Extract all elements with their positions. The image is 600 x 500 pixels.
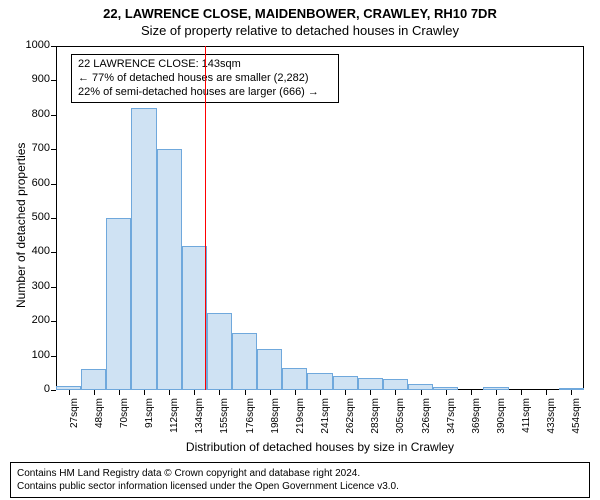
x-tick-mark bbox=[370, 390, 371, 395]
x-tick-label: 305sqm bbox=[395, 398, 406, 448]
y-tick-label: 400 bbox=[16, 245, 50, 257]
chart-subtitle: Size of property relative to detached ho… bbox=[0, 21, 600, 38]
x-tick-label: 176sqm bbox=[245, 398, 256, 448]
histogram-bar bbox=[182, 246, 207, 390]
x-tick-label: 48sqm bbox=[94, 398, 105, 448]
y-tick-mark bbox=[51, 115, 56, 116]
x-tick-mark bbox=[194, 390, 195, 395]
x-tick-mark bbox=[69, 390, 70, 395]
histogram-bar bbox=[307, 373, 332, 390]
x-tick-label: 347sqm bbox=[446, 398, 457, 448]
x-tick-mark bbox=[270, 390, 271, 395]
histogram-bar bbox=[333, 376, 358, 390]
x-tick-label: 283sqm bbox=[370, 398, 381, 448]
x-tick-mark bbox=[320, 390, 321, 395]
reference-line bbox=[205, 46, 206, 390]
y-tick-mark bbox=[51, 80, 56, 81]
x-tick-label: 369sqm bbox=[471, 398, 482, 448]
y-tick-label: 1000 bbox=[16, 39, 50, 51]
histogram-bar bbox=[383, 379, 408, 390]
x-tick-mark bbox=[169, 390, 170, 395]
footer-line-1: Contains HM Land Registry data © Crown c… bbox=[17, 467, 583, 480]
x-tick-label: 241sqm bbox=[320, 398, 331, 448]
x-tick-label: 112sqm bbox=[169, 398, 180, 448]
x-tick-label: 70sqm bbox=[119, 398, 130, 448]
y-tick-label: 900 bbox=[16, 73, 50, 85]
x-tick-label: 134sqm bbox=[194, 398, 205, 448]
histogram-bar bbox=[232, 333, 257, 390]
x-tick-label: 454sqm bbox=[571, 398, 582, 448]
x-tick-mark bbox=[119, 390, 120, 395]
x-tick-mark bbox=[496, 390, 497, 395]
y-tick-mark bbox=[51, 184, 56, 185]
y-tick-label: 800 bbox=[16, 108, 50, 120]
x-tick-mark bbox=[395, 390, 396, 395]
histogram-bar bbox=[81, 369, 106, 390]
histogram-bar bbox=[157, 149, 182, 390]
x-tick-label: 91sqm bbox=[144, 398, 155, 448]
x-tick-mark bbox=[446, 390, 447, 395]
x-tick-label: 411sqm bbox=[521, 398, 532, 448]
x-tick-label: 219sqm bbox=[295, 398, 306, 448]
x-tick-mark bbox=[245, 390, 246, 395]
x-tick-label: 262sqm bbox=[345, 398, 356, 448]
y-tick-mark bbox=[51, 321, 56, 322]
x-tick-mark bbox=[471, 390, 472, 395]
y-tick-mark bbox=[51, 252, 56, 253]
y-tick-label: 0 bbox=[16, 383, 50, 395]
histogram-bar bbox=[257, 349, 282, 390]
x-tick-mark bbox=[571, 390, 572, 395]
histogram-bar bbox=[358, 378, 383, 390]
x-tick-mark bbox=[144, 390, 145, 395]
footer-attribution: Contains HM Land Registry data © Crown c… bbox=[10, 462, 590, 498]
x-tick-mark bbox=[546, 390, 547, 395]
x-tick-label: 390sqm bbox=[496, 398, 507, 448]
x-tick-label: 27sqm bbox=[69, 398, 80, 448]
histogram-bar bbox=[106, 218, 131, 390]
y-tick-label: 100 bbox=[16, 349, 50, 361]
y-tick-mark bbox=[51, 356, 56, 357]
x-tick-mark bbox=[219, 390, 220, 395]
y-tick-label: 500 bbox=[16, 211, 50, 223]
histogram-bar bbox=[282, 368, 307, 390]
x-tick-label: 326sqm bbox=[421, 398, 432, 448]
y-tick-mark bbox=[51, 149, 56, 150]
chart-title-address: 22, LAWRENCE CLOSE, MAIDENBOWER, CRAWLEY… bbox=[0, 0, 600, 21]
x-tick-label: 433sqm bbox=[546, 398, 557, 448]
x-tick-mark bbox=[421, 390, 422, 395]
y-tick-label: 200 bbox=[16, 314, 50, 326]
y-tick-label: 700 bbox=[16, 142, 50, 154]
y-tick-label: 600 bbox=[16, 177, 50, 189]
y-tick-label: 300 bbox=[16, 280, 50, 292]
x-tick-mark bbox=[521, 390, 522, 395]
histogram-bar bbox=[131, 108, 156, 390]
y-tick-mark bbox=[51, 390, 56, 391]
x-tick-mark bbox=[295, 390, 296, 395]
chart-container: 22, LAWRENCE CLOSE, MAIDENBOWER, CRAWLEY… bbox=[0, 0, 600, 500]
x-tick-mark bbox=[94, 390, 95, 395]
y-tick-mark bbox=[51, 287, 56, 288]
y-tick-mark bbox=[51, 218, 56, 219]
footer-line-2: Contains public sector information licen… bbox=[17, 480, 583, 493]
x-tick-label: 198sqm bbox=[270, 398, 281, 448]
x-tick-mark bbox=[345, 390, 346, 395]
histogram-bar bbox=[207, 313, 232, 390]
y-tick-mark bbox=[51, 46, 56, 47]
x-tick-label: 155sqm bbox=[219, 398, 230, 448]
